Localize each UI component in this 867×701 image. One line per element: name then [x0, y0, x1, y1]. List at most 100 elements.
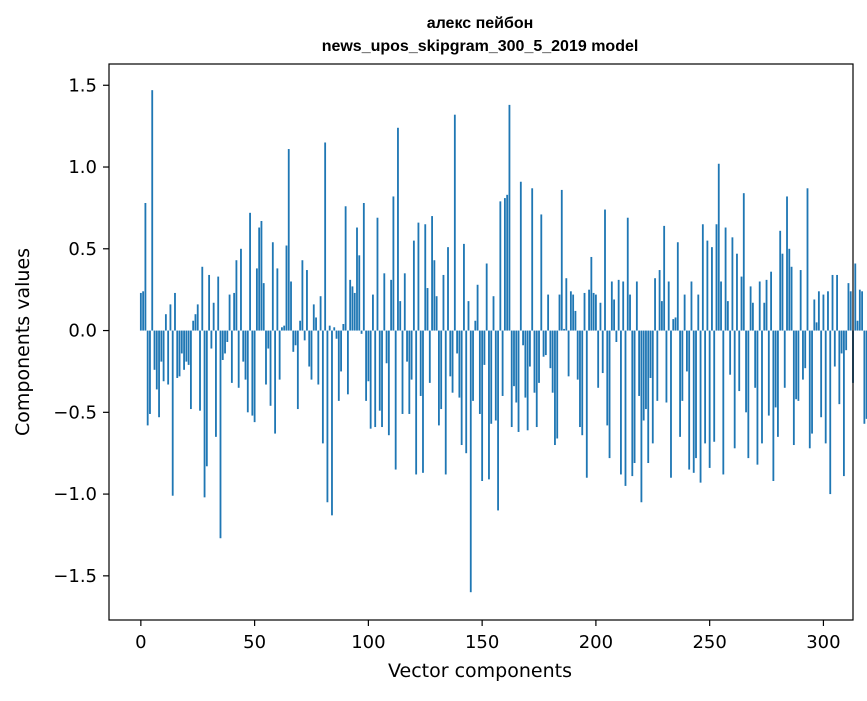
bar-203 — [601, 330, 604, 374]
bar-266 — [745, 330, 747, 413]
bar-9 — [160, 330, 163, 362]
bar-193 — [579, 330, 581, 428]
bar-185 — [560, 189, 563, 331]
bar-171 — [529, 330, 531, 367]
bar-122 — [417, 222, 420, 331]
bar-107 — [383, 273, 386, 331]
bar-225 — [651, 330, 654, 444]
bar-227 — [656, 330, 659, 401]
bar-269 — [751, 302, 754, 331]
bar-94 — [353, 292, 356, 331]
bar-110 — [390, 279, 393, 331]
bar-105 — [378, 330, 381, 411]
bar-67 — [292, 330, 295, 352]
bar-11 — [164, 314, 167, 331]
bar-259 — [729, 330, 732, 375]
bar-191 — [574, 310, 577, 331]
bar-317 — [861, 291, 864, 331]
bar-184 — [558, 294, 561, 331]
bar-290 — [799, 270, 802, 331]
bar-99 — [365, 330, 368, 401]
bar-2 — [144, 203, 147, 331]
bar-277 — [770, 271, 773, 331]
bar-51 — [255, 268, 258, 331]
bar-250 — [708, 330, 711, 468]
bar-39 — [228, 294, 231, 331]
bar-276 — [767, 330, 770, 416]
bar-240 — [685, 330, 688, 372]
bar-275 — [765, 279, 768, 331]
bar-222 — [645, 330, 647, 410]
bar-24 — [194, 314, 197, 331]
bar-270 — [754, 330, 757, 388]
bar-199 — [592, 292, 595, 331]
bar-267 — [747, 330, 750, 459]
bar-49 — [251, 330, 254, 416]
bar-256 — [722, 330, 725, 475]
bar-130 — [435, 296, 438, 331]
bar-86 — [335, 330, 338, 339]
bar-151 — [483, 330, 486, 365]
bar-85 — [333, 327, 336, 331]
bar-108 — [385, 330, 388, 364]
bar-188 — [567, 330, 570, 377]
bar-237 — [679, 330, 681, 437]
bar-60 — [276, 268, 279, 331]
bar-88 — [340, 330, 342, 372]
bar-201 — [597, 330, 600, 388]
bar-175 — [538, 330, 540, 383]
bar-232 — [667, 281, 670, 331]
chart-title-line1: алекс пейбон — [427, 15, 534, 32]
bar-29 — [205, 330, 208, 467]
bar-41 — [233, 292, 236, 331]
y-axis-ticks: −1.5 −1.0 −0.5 0.0 0.5 1.0 1.5 — [53, 75, 109, 587]
bar-121 — [415, 330, 418, 475]
bar-315 — [856, 320, 859, 331]
bar-114 — [399, 301, 402, 331]
bar-281 — [779, 230, 782, 331]
bar-38 — [226, 330, 229, 342]
bar-187 — [565, 278, 568, 331]
bar-204 — [604, 209, 606, 331]
bar-159 — [501, 330, 504, 396]
bar-298 — [817, 291, 820, 331]
bar-213 — [624, 330, 627, 486]
bar-155 — [492, 296, 495, 331]
bar-57 — [269, 330, 272, 406]
bar-219 — [638, 330, 641, 396]
bar-37 — [224, 330, 226, 354]
bar-127 — [428, 330, 431, 383]
bar-124 — [422, 330, 424, 473]
bar-169 — [524, 330, 527, 398]
bar-128 — [431, 216, 433, 331]
x-tick-label: 0 — [135, 632, 146, 653]
bar-303 — [829, 330, 832, 495]
bar-294 — [808, 330, 811, 449]
bar-210 — [617, 279, 620, 331]
bar-106 — [381, 330, 383, 428]
bar-268 — [749, 286, 752, 331]
bar-244 — [695, 330, 697, 459]
chart-title-line2: news_upos_skipgram_300_5_2019 model — [322, 38, 639, 55]
bar-207 — [610, 281, 613, 331]
bar-146 — [472, 330, 474, 401]
bar-214 — [626, 217, 629, 331]
bar-168 — [522, 330, 525, 346]
bar-161 — [506, 194, 509, 331]
bar-52 — [258, 227, 261, 331]
bar-149 — [478, 330, 481, 414]
bar-278 — [772, 330, 775, 481]
bar-6 — [153, 330, 156, 370]
bar-97 — [360, 330, 363, 334]
bar-5 — [151, 90, 154, 331]
bar-135 — [447, 247, 449, 331]
bar-43 — [237, 330, 240, 388]
bar-137 — [451, 330, 454, 393]
bar-131 — [437, 330, 440, 426]
bar-77 — [315, 317, 317, 331]
bar-65 — [287, 149, 290, 331]
bar-18 — [180, 330, 183, 354]
bar-109 — [387, 330, 390, 436]
bar-4 — [149, 330, 151, 414]
